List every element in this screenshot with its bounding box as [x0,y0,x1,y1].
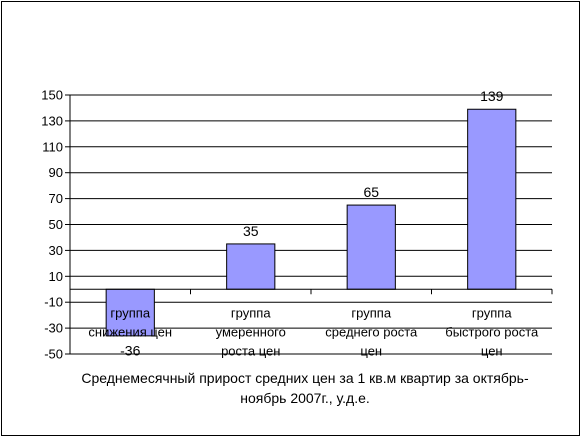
y-tick-label-6: 70 [49,191,63,206]
y-tick-label-9: 130 [41,113,63,128]
category-label-line: цен [481,343,503,358]
bar-2 [346,204,396,290]
y-tick-label-1: -30 [44,321,63,336]
data-label-3: 139 [480,88,504,104]
x-axis-title: Среднемесячный прирост средних цен за 1 … [81,370,529,406]
category-label-2: группа среднего роста цен [325,305,418,358]
y-tick-label-7: 90 [49,165,63,180]
y-tick-label-10: 150 [41,88,63,103]
bar-0 [105,288,155,337]
y-tick-label-8: 110 [42,139,63,154]
data-label-0: -36 [120,342,140,358]
y-tick-label-3: 10 [49,269,63,284]
category-label-line: роста цен [221,343,280,358]
y-tick-label-5: 50 [49,217,63,232]
data-label-1: 35 [243,223,259,239]
bar-1 [226,243,276,290]
category-label-line: снижения цен [88,324,172,339]
category-label-line: быстрого роста [445,324,539,339]
data-labels: -36 35 65 139 [120,88,504,358]
data-label-2: 65 [363,184,379,200]
category-label-1: группа умеренного роста цен [216,305,286,358]
category-label-line: группа [472,305,512,320]
category-label-0: группа снижения цен [88,305,172,339]
y-tick-labels: -50 -30 -10 10 30 50 70 90 110 130 150 [41,88,63,362]
category-label-line: цен [360,343,382,358]
category-label-line: группа [231,305,271,320]
category-label-line: умеренного [216,324,286,339]
y-tick-label-0: -50 [44,347,63,362]
category-label-3: группа быстрого роста цен [445,305,539,358]
category-label-line: группа [351,305,391,320]
bars [105,108,517,337]
category-label-line: группа [110,305,150,320]
y-tick-label-4: 30 [49,243,63,258]
y-tick-label-2: -10 [44,295,63,310]
category-label-line: среднего роста [325,324,418,339]
bar-3 [467,108,517,290]
axes [65,94,553,355]
category-labels: группа снижения цен группа умеренного роста … [88,305,539,358]
